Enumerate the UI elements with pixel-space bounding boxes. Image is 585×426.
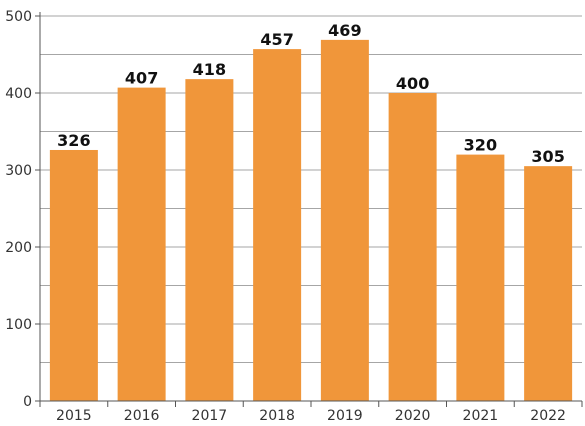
x-axis-tick-label: 2016 <box>124 408 160 424</box>
data-label: 320 <box>464 136 497 155</box>
bar <box>253 49 302 402</box>
bars <box>49 39 573 402</box>
data-label: 418 <box>193 60 226 79</box>
x-axis-tick-label: 2017 <box>192 408 228 424</box>
bar <box>456 154 505 401</box>
x-axis-tick-label: 2020 <box>395 408 431 424</box>
y-axis-tick-label: 300 <box>5 163 32 179</box>
bar <box>320 39 369 402</box>
bar <box>388 93 437 401</box>
x-axis-tick-labels: 2015 2016 2017 2018 2019 2020 2021 2022 <box>56 408 566 424</box>
axes <box>35 12 583 407</box>
data-labels: 326 407 418 457 469 400 320 305 <box>57 21 565 166</box>
bar <box>49 149 98 401</box>
bar <box>524 166 573 401</box>
x-axis-tick-label: 2019 <box>327 408 363 424</box>
x-axis-tick-label: 2022 <box>530 408 566 424</box>
data-label: 457 <box>260 30 293 49</box>
bar <box>185 79 234 401</box>
y-axis-tick-label: 100 <box>5 317 32 333</box>
y-axis-tick-label: 500 <box>5 9 32 25</box>
data-label: 326 <box>57 131 90 150</box>
data-label: 400 <box>396 74 429 93</box>
y-axis-tick-label: 200 <box>5 240 32 256</box>
data-label: 469 <box>328 21 361 40</box>
x-axis-tick-label: 2021 <box>463 408 499 424</box>
x-axis-tick-label: 2015 <box>56 408 92 424</box>
data-label: 407 <box>125 69 158 88</box>
x-axis-tick-label: 2018 <box>259 408 295 424</box>
y-axis-tick-label: 0 <box>23 394 32 410</box>
y-axis-tick-labels: 0 100 200 300 400 500 <box>5 9 32 410</box>
bar <box>117 87 166 402</box>
y-axis-tick-label: 400 <box>5 86 32 102</box>
data-label: 305 <box>531 147 564 166</box>
